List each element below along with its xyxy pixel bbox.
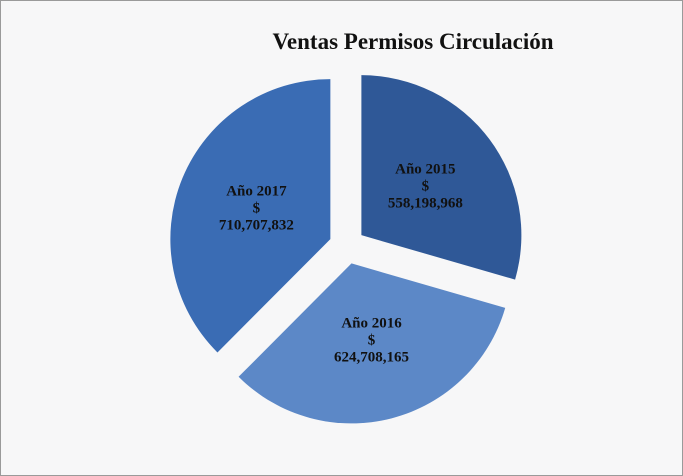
pie-slice xyxy=(170,79,331,353)
data-label: Año 2016 $ 624,708,165 xyxy=(334,315,409,366)
slice-value: $ 558,198,968 xyxy=(387,178,463,212)
slice-value: $ 710,707,832 xyxy=(218,200,294,234)
data-label: Año 2015 $ 558,198,968 xyxy=(388,162,463,213)
slice-value: $ 624,708,165 xyxy=(334,332,410,366)
slice-category: Año 2016 xyxy=(341,315,402,332)
slice-category: Año 2015 xyxy=(395,161,456,178)
pie-slice xyxy=(361,75,522,280)
data-label: Año 2017 $ 710,707,832 xyxy=(219,183,294,234)
slice-category: Año 2017 xyxy=(226,183,287,200)
pie-slice xyxy=(238,263,506,424)
chart-title: Ventas Permisos Circulación xyxy=(272,29,553,54)
